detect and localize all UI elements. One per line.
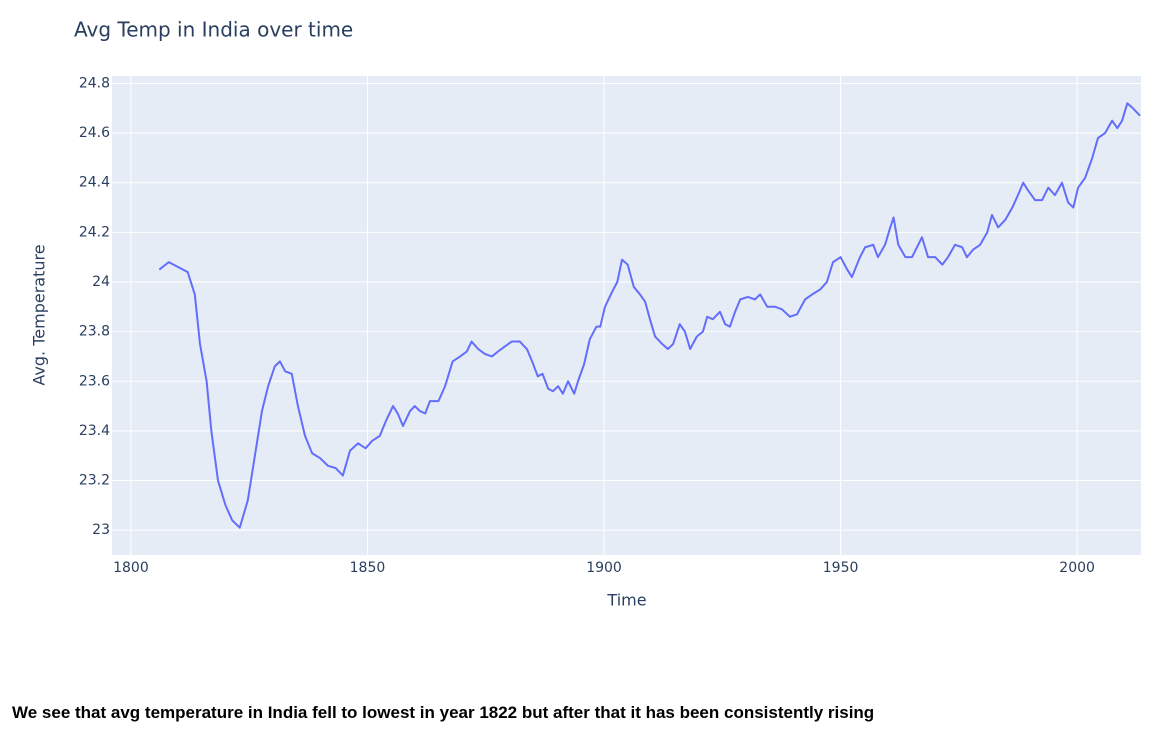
y-tick-label: 23.6 bbox=[79, 373, 110, 389]
x-tick-label: 2000 bbox=[1059, 560, 1095, 576]
x-tick-label: 1850 bbox=[350, 560, 386, 576]
y-tick-label: 24.8 bbox=[79, 75, 110, 91]
x-tick-label: 1900 bbox=[586, 560, 622, 576]
chart-title: Avg Temp in India over time bbox=[74, 18, 353, 42]
x-tick-label: 1950 bbox=[823, 560, 859, 576]
line-series bbox=[158, 102, 1141, 529]
y-tick-label: 23.8 bbox=[79, 324, 110, 340]
y-tick-label: 24.2 bbox=[79, 224, 110, 240]
plot-area bbox=[112, 76, 1141, 555]
y-tick-label: 24.4 bbox=[79, 175, 110, 191]
caption: We see that avg temperature in India fel… bbox=[12, 703, 875, 722]
y-tick-label: 23 bbox=[92, 522, 110, 538]
y-tick-label: 23.4 bbox=[79, 423, 110, 439]
x-tick-label: 1800 bbox=[113, 560, 149, 576]
y-axis-title: Avg. Temperature bbox=[30, 244, 49, 385]
y-tick-label: 24.6 bbox=[79, 125, 110, 141]
chart: Avg Temp in India over time Time Avg. Te… bbox=[30, 18, 1141, 610]
x-axis-title: Time bbox=[606, 591, 646, 610]
y-tick-label: 24 bbox=[92, 274, 110, 290]
y-tick-label: 23.2 bbox=[79, 473, 110, 489]
